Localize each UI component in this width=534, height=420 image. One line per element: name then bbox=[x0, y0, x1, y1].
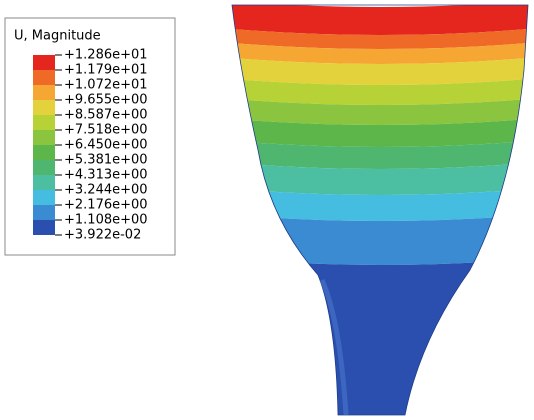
legend-swatch bbox=[33, 85, 55, 100]
legend-label: +1.108e+00 bbox=[64, 213, 148, 228]
legend-label: +6.450e+00 bbox=[64, 138, 148, 153]
legend-label: +7.518e+00 bbox=[64, 123, 148, 138]
legend-label: +9.655e+00 bbox=[64, 93, 148, 108]
legend-label: +1.286e+01 bbox=[64, 48, 148, 63]
legend-label: +1.179e+01 bbox=[64, 63, 148, 78]
legend-swatch bbox=[33, 100, 55, 115]
legend: +1.286e+01+1.179e+01+1.072e+01+9.655e+00… bbox=[33, 48, 148, 243]
legend-swatch bbox=[33, 145, 55, 160]
legend-swatch bbox=[33, 115, 55, 130]
legend-label: +3.922e-02 bbox=[64, 228, 141, 243]
legend-swatch bbox=[33, 220, 55, 235]
legend-label: +8.587e+00 bbox=[64, 108, 148, 123]
legend-swatch bbox=[33, 190, 55, 205]
legend-label: +2.176e+00 bbox=[64, 198, 148, 213]
contour-band bbox=[220, 258, 534, 420]
legend-label: +1.072e+01 bbox=[64, 78, 148, 93]
legend-swatch bbox=[33, 55, 55, 70]
legend-swatch bbox=[33, 130, 55, 145]
legend-label: +4.313e+00 bbox=[64, 168, 148, 183]
legend-swatch bbox=[33, 205, 55, 220]
contour-plot bbox=[220, 0, 534, 420]
contour-band bbox=[220, 214, 534, 265]
legend-swatch bbox=[33, 175, 55, 190]
legend-title: U, Magnitude bbox=[14, 29, 101, 44]
legend-swatch bbox=[33, 160, 55, 175]
legend-label: +3.244e+00 bbox=[64, 183, 148, 198]
legend-label: +5.381e+00 bbox=[64, 153, 148, 168]
legend-swatch bbox=[33, 70, 55, 85]
viewport: U, Magnitude +1.286e+01+1.179e+01+1.072e… bbox=[0, 0, 534, 420]
